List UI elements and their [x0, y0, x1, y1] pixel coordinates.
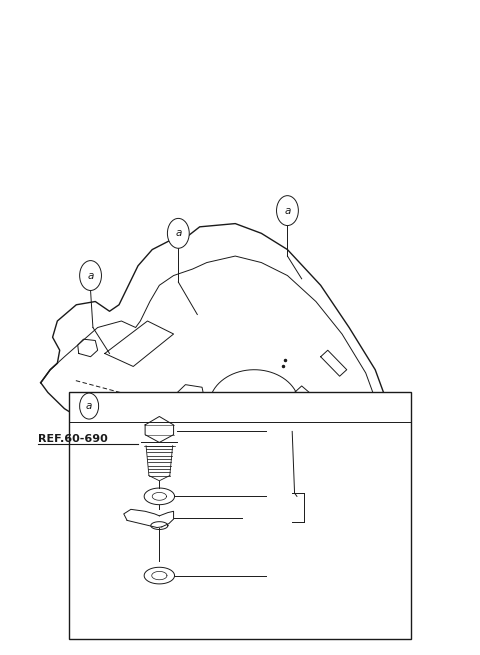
Text: REF.60-690: REF.60-690: [38, 434, 108, 444]
Text: 89853: 89853: [271, 571, 304, 580]
Text: a: a: [175, 229, 181, 238]
Circle shape: [80, 261, 101, 290]
Circle shape: [168, 218, 189, 248]
Text: 89852A: 89852A: [244, 513, 284, 523]
Circle shape: [276, 196, 299, 225]
Text: 89859: 89859: [271, 426, 304, 436]
Circle shape: [80, 393, 98, 419]
Text: 1360GG: 1360GG: [271, 491, 313, 501]
Text: a: a: [86, 401, 92, 411]
Text: a: a: [284, 206, 290, 215]
Bar: [69, 392, 411, 639]
Text: 89850: 89850: [311, 503, 344, 513]
Text: a: a: [87, 271, 94, 280]
